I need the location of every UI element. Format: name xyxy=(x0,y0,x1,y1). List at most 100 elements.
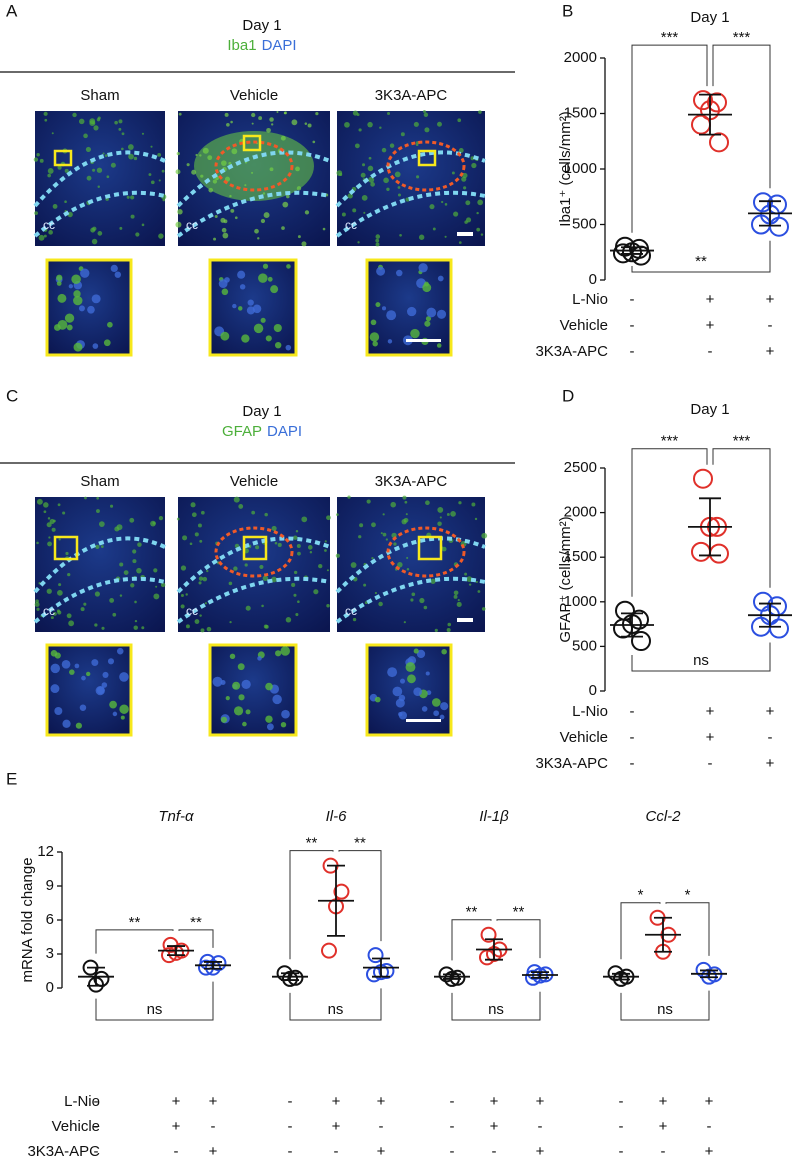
sig-label: * xyxy=(685,887,691,904)
stain-name: GFAP xyxy=(222,423,262,440)
cell xyxy=(462,172,468,179)
cell xyxy=(361,194,368,201)
cell xyxy=(436,343,442,348)
cell xyxy=(481,532,488,539)
cell xyxy=(375,242,380,247)
cell xyxy=(360,172,366,178)
cell xyxy=(51,132,54,135)
cell xyxy=(200,628,205,633)
cell xyxy=(233,496,240,503)
cell xyxy=(374,591,378,595)
cell xyxy=(221,288,229,296)
cell xyxy=(56,274,63,281)
sig-label: *** xyxy=(661,29,679,46)
cell xyxy=(437,121,442,127)
sig-label: *** xyxy=(733,433,751,450)
sig-bracket xyxy=(620,902,661,960)
cell xyxy=(222,232,229,239)
y-tick-label: 3 xyxy=(46,945,54,962)
column-label: Vehicle xyxy=(230,473,278,490)
cell xyxy=(466,576,473,582)
cell xyxy=(375,234,381,239)
condition-mark: - xyxy=(94,1118,99,1135)
condition-mark: + xyxy=(377,1093,386,1110)
sig-label: ** xyxy=(129,914,141,931)
cell xyxy=(367,165,374,172)
cell xyxy=(413,648,419,654)
data-point xyxy=(449,969,466,986)
cell xyxy=(370,182,375,187)
cell xyxy=(47,173,52,178)
roi-box xyxy=(417,535,443,561)
cell xyxy=(356,113,360,116)
sig-label: * xyxy=(638,887,644,904)
column-label: 3K3A-APC xyxy=(375,87,448,104)
cell xyxy=(263,212,270,219)
condition-label: L-Nio xyxy=(572,291,608,308)
cell xyxy=(297,600,300,604)
condition-mark: + xyxy=(659,1093,668,1110)
cell xyxy=(66,324,73,331)
cell xyxy=(72,112,77,118)
cell xyxy=(262,575,269,582)
sig-bracket xyxy=(451,919,492,961)
cell xyxy=(286,194,290,199)
cell xyxy=(160,582,166,588)
sig-bracket xyxy=(289,850,334,960)
cell xyxy=(102,152,105,155)
cell xyxy=(253,323,264,334)
cell xyxy=(441,648,447,655)
cell xyxy=(177,209,183,215)
cell xyxy=(79,704,87,711)
error-bar xyxy=(167,945,185,957)
cell xyxy=(191,512,197,518)
cell xyxy=(271,576,277,583)
cell xyxy=(361,163,366,167)
cell xyxy=(326,569,329,572)
cell xyxy=(474,517,478,521)
cell xyxy=(297,235,301,239)
y-tick-label: 1500 xyxy=(564,104,597,121)
error-bar xyxy=(281,972,299,981)
cell xyxy=(54,652,61,659)
cell xyxy=(36,607,40,611)
cell xyxy=(372,340,378,347)
condition-label: 3K3A-APC xyxy=(535,755,608,772)
activation xyxy=(194,131,314,201)
cell xyxy=(407,674,416,684)
cell xyxy=(400,678,406,684)
cell xyxy=(110,162,116,168)
cell xyxy=(363,583,367,587)
sig-bracket xyxy=(631,44,708,233)
cell xyxy=(228,581,233,586)
condition-mark: - xyxy=(450,1143,455,1160)
error-bar xyxy=(700,969,718,979)
sig-label: ns xyxy=(488,1001,504,1018)
cell xyxy=(387,667,398,678)
cell xyxy=(257,656,262,661)
cell xyxy=(429,204,435,210)
cell xyxy=(225,696,230,701)
cc-border xyxy=(335,536,486,594)
cell xyxy=(371,556,374,560)
data-point xyxy=(769,216,789,237)
cell xyxy=(33,157,39,162)
cell xyxy=(101,626,105,630)
cell xyxy=(381,306,387,311)
cell xyxy=(436,309,447,319)
cell xyxy=(244,563,248,567)
y-tick-label: 2500 xyxy=(564,459,597,476)
cell xyxy=(382,513,385,516)
micrograph xyxy=(178,497,330,632)
cell xyxy=(46,522,52,528)
cc-border xyxy=(33,150,166,208)
cell xyxy=(58,538,61,541)
cell xyxy=(190,502,196,508)
condition-label: 3K3A-APC xyxy=(535,343,608,360)
cell xyxy=(109,700,117,709)
cell xyxy=(277,542,282,548)
cell xyxy=(466,217,472,223)
sig-label: ** xyxy=(466,904,478,921)
sig-label: *** xyxy=(733,29,751,46)
cell xyxy=(271,123,274,126)
